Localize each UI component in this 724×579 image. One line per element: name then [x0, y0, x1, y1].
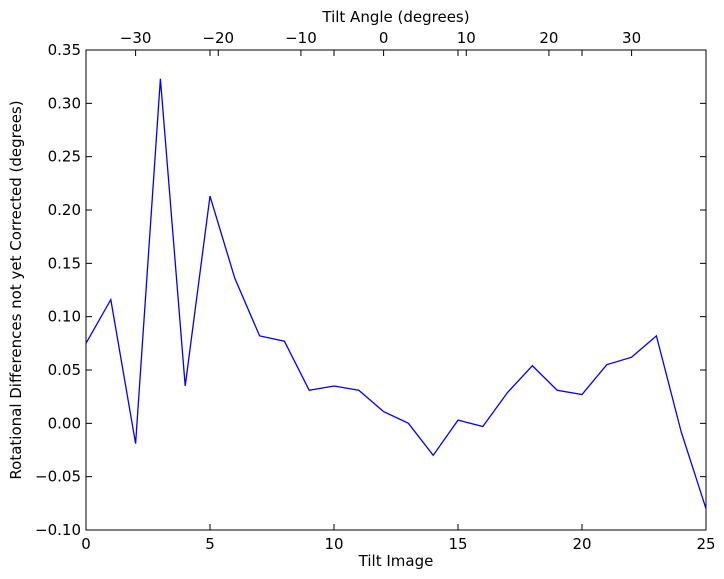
y-tick-label: −0.10: [35, 521, 81, 539]
x-tick-label: 10: [324, 535, 343, 553]
bottom-x-axis: 0 5 10 15 20 25: [81, 50, 716, 553]
y-tick-label: 0.20: [48, 201, 81, 219]
top-x-tick-label: 20: [539, 29, 558, 47]
y-tick-label: −0.05: [35, 468, 81, 486]
x-tick-label: 5: [205, 535, 215, 553]
series-line: [85, 78, 707, 509]
top-x-tick-label: 10: [457, 29, 476, 47]
x-tick-label: 15: [448, 535, 467, 553]
y-tick-label: 0.15: [48, 254, 81, 272]
top-x-tick-label: −30: [120, 29, 152, 47]
series-layer: [85, 78, 707, 509]
x-tick-label: 20: [572, 535, 591, 553]
y-axis: −0.10 −0.05 0.00 0.05 0.10 0.15 0.20 0.25 0.30 0.…: [35, 41, 706, 539]
x-axis-label: Tilt Image: [358, 552, 434, 570]
top-x-axis-label: Tilt Angle (degrees): [321, 8, 469, 26]
y-axis-label: Rotational Differences not yet Corrected…: [7, 100, 25, 479]
x-tick-label: 0: [81, 535, 91, 553]
top-x-tick-label: 0: [379, 29, 389, 47]
top-x-tick-label: 30: [622, 29, 641, 47]
y-tick-label: 0.10: [48, 308, 81, 326]
y-tick-label: 0.30: [48, 94, 81, 112]
y-tick-label: 0.35: [48, 41, 81, 59]
top-x-tick-label: −10: [285, 29, 317, 47]
top-x-tick-label: −20: [202, 29, 234, 47]
plot-frame: [85, 49, 707, 531]
y-tick-label: 0.00: [48, 414, 81, 432]
y-tick-label: 0.05: [48, 361, 81, 379]
x-tick-label: 25: [696, 535, 715, 553]
top-x-axis: −30 −20 −10 0 10 20 30: [120, 29, 641, 56]
y-tick-label: 0.25: [48, 148, 81, 166]
